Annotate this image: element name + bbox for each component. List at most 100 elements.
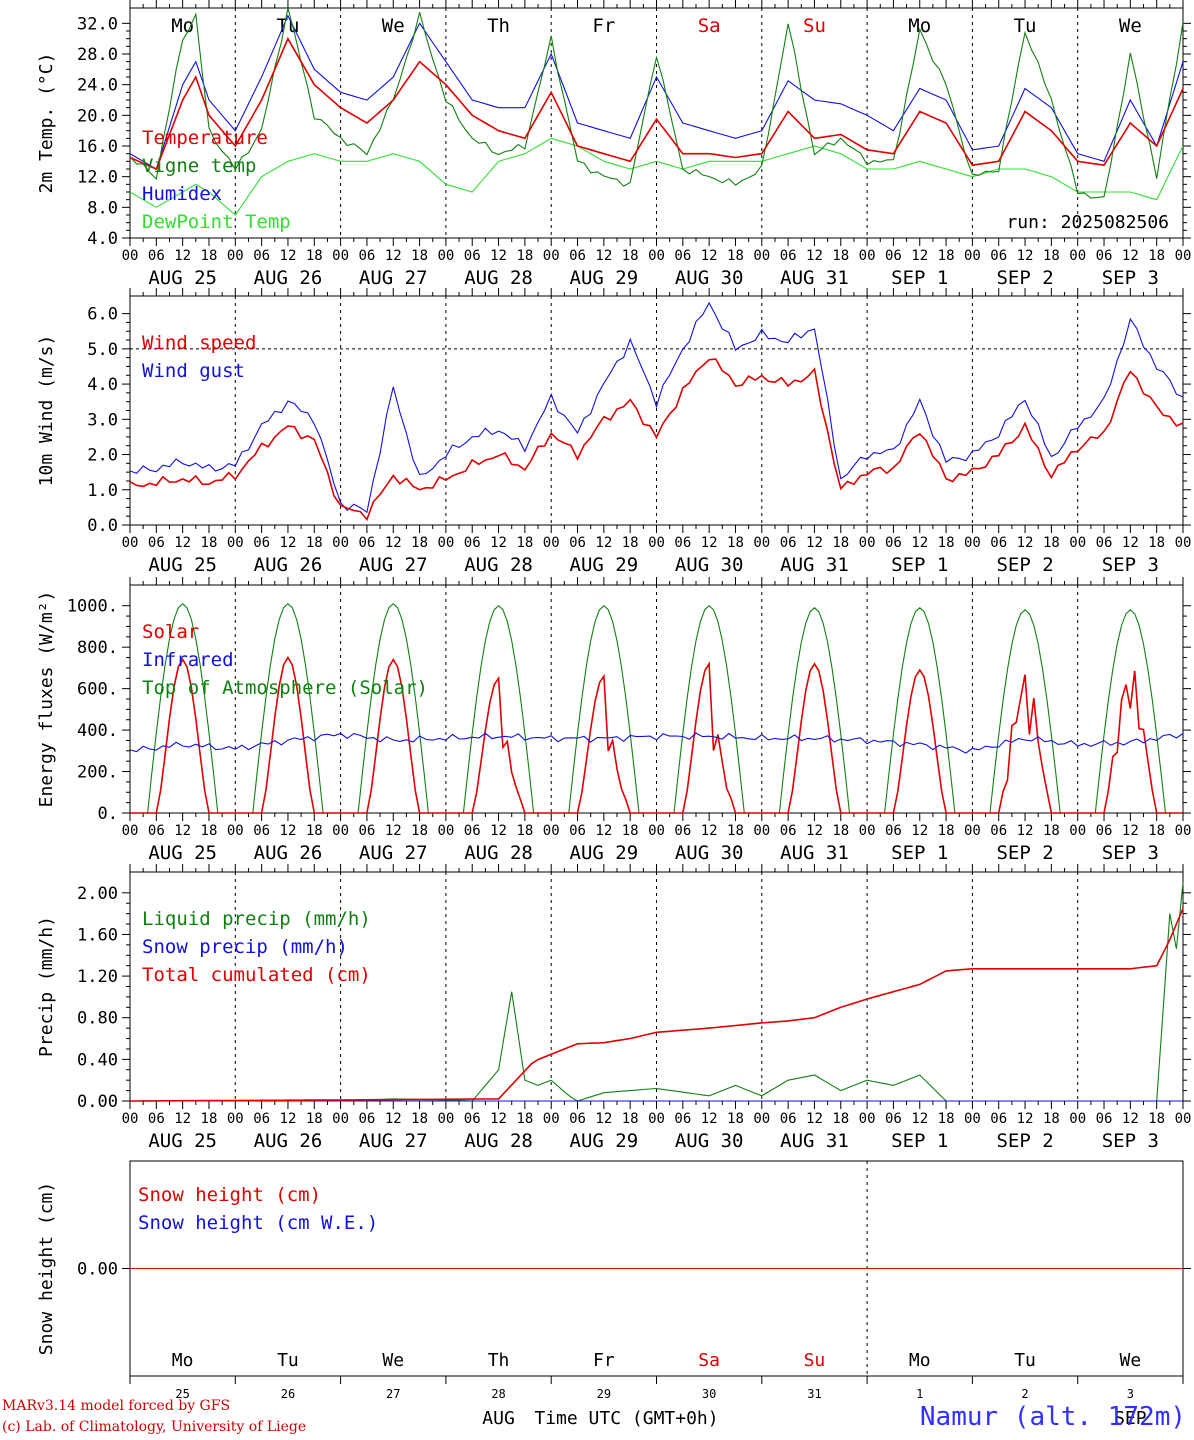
hour-tick-label: 18 (832, 823, 849, 839)
legend-entry: Snow precip (mm/h) (142, 936, 348, 958)
hour-tick-label: 06 (569, 248, 586, 264)
hour-tick-label: 06 (1096, 823, 1113, 839)
hour-tick-label: 06 (674, 823, 691, 839)
hour-tick-label: 18 (201, 248, 218, 264)
hour-tick-label: 00 (1175, 248, 1192, 264)
y-axis-label: 10m Wind (m/s) (36, 335, 57, 487)
date-label: AUG 31 (780, 267, 849, 289)
hour-tick-label: 00 (332, 535, 349, 551)
hour-tick-label: 06 (990, 823, 1007, 839)
hour-tick-label: 18 (832, 1111, 849, 1127)
hour-tick-label: 06 (780, 535, 797, 551)
day-letter: We (382, 1350, 404, 1371)
legend-entry: Total cumulated (cm) (142, 964, 371, 986)
hour-tick-label: 18 (938, 535, 955, 551)
hour-tick-label: 18 (938, 823, 955, 839)
hour-tick-label: 00 (859, 248, 876, 264)
model-credit: MARv3.14 model forced by GFS (2, 1398, 231, 1414)
hour-tick-label: 18 (411, 248, 428, 264)
y-axis-label: 2m Temp. (°C) (36, 53, 57, 194)
hour-tick-label: 18 (201, 1111, 218, 1127)
hour-tick-label: 18 (938, 1111, 955, 1127)
hour-tick-label: 12 (174, 248, 191, 264)
day-letter: Mo (909, 1350, 931, 1371)
hour-tick-label: 00 (648, 823, 665, 839)
hour-tick-label: 12 (1122, 1111, 1139, 1127)
hour-tick-label: 00 (1069, 248, 1086, 264)
hour-tick-label: 12 (911, 535, 928, 551)
x-axis-label: Time UTC (GMT+0h) (534, 1408, 718, 1429)
hour-tick-label: 12 (280, 823, 297, 839)
hour-tick-label: 18 (516, 823, 533, 839)
date-label: AUG 29 (570, 1130, 639, 1152)
hour-tick-label: 18 (622, 823, 639, 839)
hour-tick-label: 18 (306, 823, 323, 839)
hour-tick-label: 06 (358, 1111, 375, 1127)
y-tick-label: 20.0 (77, 106, 118, 126)
hour-tick-label: 12 (806, 823, 823, 839)
hour-tick-label: 18 (201, 823, 218, 839)
hour-tick-label: 00 (122, 823, 139, 839)
hour-tick-label: 18 (411, 535, 428, 551)
day-letter: Fr (592, 15, 615, 37)
hour-tick-label: 06 (253, 248, 270, 264)
day-letter: We (382, 15, 405, 37)
hour-tick-label: 12 (385, 535, 402, 551)
date-label: SEP 2 (996, 1130, 1053, 1152)
y-tick-label: 8.0 (87, 198, 118, 218)
month-label: AUG (482, 1408, 515, 1429)
date-label: AUG 27 (359, 267, 428, 289)
day-letter: Mo (172, 1350, 194, 1371)
hour-tick-label: 06 (674, 248, 691, 264)
hour-tick-label: 00 (964, 1111, 981, 1127)
hour-tick-label: 06 (464, 248, 481, 264)
hour-tick-label: 12 (1122, 535, 1139, 551)
series-line-temperature (129, 36, 1184, 171)
hour-tick-label: 12 (1017, 535, 1034, 551)
date-label: AUG 25 (148, 1130, 217, 1152)
series-line-infrared (129, 732, 1184, 754)
series-line-humidex (129, 14, 1184, 170)
hour-tick-label: 06 (253, 1111, 270, 1127)
day-letter: Tu (1014, 1350, 1036, 1371)
date-label: AUG 25 (148, 842, 217, 864)
date-label: AUG 28 (464, 554, 533, 576)
hour-tick-label: 00 (753, 248, 770, 264)
y-axis-label: Snow height (cm) (36, 1182, 57, 1355)
hour-tick-label: 06 (148, 1111, 165, 1127)
hour-tick-label: 06 (780, 823, 797, 839)
hour-tick-label: 18 (516, 535, 533, 551)
day-letter: Su (803, 15, 826, 37)
hour-tick-label: 00 (122, 1111, 139, 1127)
day-number: 26 (281, 1387, 295, 1401)
hour-tick-label: 00 (753, 823, 770, 839)
y-tick-label: 28.0 (77, 45, 118, 65)
y-tick-label: 1.60 (77, 925, 118, 945)
hour-tick-label: 12 (806, 1111, 823, 1127)
y-tick-label: 0.80 (77, 1009, 118, 1029)
hour-tick-label: 06 (1096, 535, 1113, 551)
hour-tick-label: 12 (806, 248, 823, 264)
day-letter: Th (488, 1350, 510, 1371)
legend-entry: Solar (142, 621, 199, 643)
hour-tick-label: 12 (385, 823, 402, 839)
hour-tick-label: 12 (490, 535, 507, 551)
date-label: AUG 26 (254, 1130, 323, 1152)
date-label: SEP 3 (1102, 1130, 1159, 1152)
y-tick-label: 4.0 (87, 375, 118, 395)
hour-tick-label: 18 (622, 248, 639, 264)
date-label: AUG 27 (359, 842, 428, 864)
day-number: 29 (597, 1387, 611, 1401)
date-label: AUG 30 (675, 267, 744, 289)
hour-tick-label: 12 (701, 823, 718, 839)
hour-tick-label: 12 (806, 535, 823, 551)
y-tick-label: 0. (98, 804, 118, 824)
series-line-dewpoint-temp (129, 137, 1184, 216)
hour-tick-label: 00 (859, 823, 876, 839)
day-number: 28 (491, 1387, 505, 1401)
y-tick-label: 2.00 (77, 884, 118, 904)
hour-tick-label: 12 (911, 248, 928, 264)
hour-tick-label: 00 (227, 535, 244, 551)
hour-tick-label: 12 (385, 1111, 402, 1127)
hour-tick-label: 06 (464, 1111, 481, 1127)
